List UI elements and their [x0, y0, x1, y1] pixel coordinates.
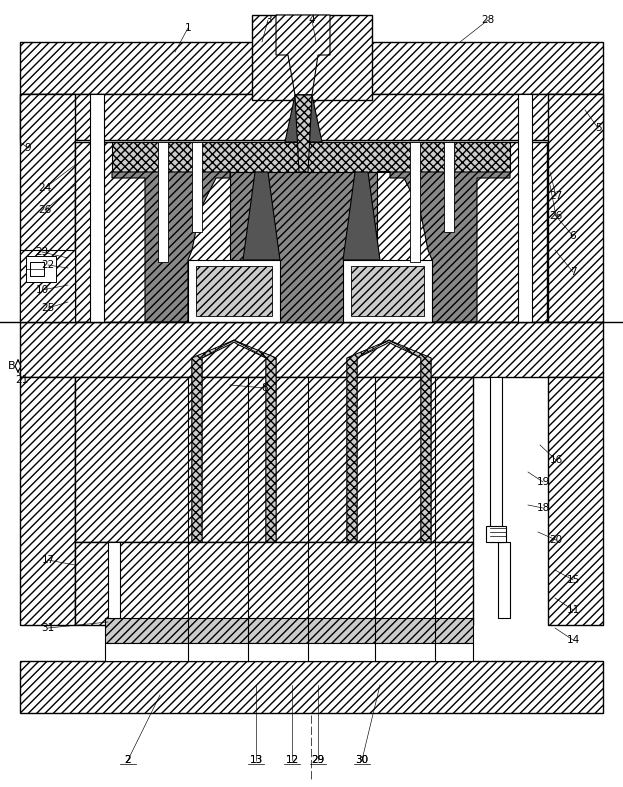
Text: 29: 29 [312, 755, 325, 765]
Text: 11: 11 [566, 605, 579, 615]
Text: 5: 5 [595, 123, 601, 133]
Bar [486, 526, 506, 542]
Text: 21: 21 [16, 375, 29, 385]
Bar [192, 142, 202, 232]
Bar [108, 542, 120, 618]
Text: 30: 30 [356, 755, 369, 765]
Polygon shape [343, 260, 432, 322]
Bar [105, 643, 473, 661]
Polygon shape [112, 172, 230, 322]
Text: 13: 13 [249, 755, 263, 765]
Polygon shape [243, 172, 280, 260]
Text: 22: 22 [41, 260, 55, 270]
Polygon shape [347, 340, 389, 542]
Polygon shape [295, 95, 312, 172]
Bar [444, 142, 454, 232]
Polygon shape [377, 172, 510, 322]
Polygon shape [389, 340, 431, 542]
Text: 7: 7 [569, 267, 576, 277]
Bar [20, 322, 603, 377]
Bar [26, 256, 56, 282]
Text: 30: 30 [356, 755, 369, 765]
Bar [548, 94, 603, 322]
Text: 12: 12 [285, 755, 298, 765]
Polygon shape [188, 260, 280, 322]
Text: B: B [8, 361, 16, 371]
Text: 6: 6 [569, 231, 576, 241]
Bar [90, 94, 104, 322]
Polygon shape [347, 340, 431, 542]
Text: 23: 23 [36, 247, 49, 257]
Text: 19: 19 [536, 477, 549, 487]
Text: 9: 9 [25, 143, 31, 153]
Bar [20, 42, 603, 94]
Text: 10: 10 [36, 285, 49, 295]
Bar [20, 94, 75, 322]
Text: 20: 20 [549, 535, 563, 545]
Text: 3: 3 [265, 15, 271, 25]
Bar [75, 542, 473, 625]
Text: 13: 13 [249, 755, 263, 765]
Text: 14: 14 [566, 635, 579, 645]
Text: 31: 31 [41, 623, 55, 633]
Text: 26: 26 [549, 211, 563, 221]
Polygon shape [285, 95, 322, 142]
Polygon shape [351, 266, 424, 316]
Polygon shape [112, 142, 510, 172]
Text: 26: 26 [39, 205, 52, 215]
Bar [518, 94, 532, 322]
Bar [20, 661, 603, 713]
Bar [30, 262, 44, 276]
Bar [410, 142, 420, 262]
Text: 27: 27 [549, 191, 563, 201]
Bar [75, 377, 473, 542]
Text: 8: 8 [262, 383, 269, 393]
Text: 28: 28 [482, 15, 495, 25]
Bar [548, 377, 603, 625]
Text: 24: 24 [39, 183, 52, 193]
Text: 15: 15 [566, 575, 579, 585]
Text: 18: 18 [536, 503, 549, 513]
Polygon shape [192, 340, 234, 542]
Text: 4: 4 [308, 15, 315, 25]
Text: 2: 2 [125, 755, 131, 765]
Bar [252, 15, 372, 100]
Bar [498, 542, 510, 618]
Bar [75, 142, 547, 322]
Polygon shape [192, 340, 276, 542]
Text: 29: 29 [312, 755, 325, 765]
Text: 2: 2 [125, 755, 131, 765]
Bar [20, 94, 603, 140]
Polygon shape [196, 266, 272, 316]
Bar [20, 250, 75, 322]
Text: 12: 12 [285, 755, 298, 765]
Bar [158, 142, 168, 262]
Polygon shape [343, 172, 380, 260]
Text: 1: 1 [184, 23, 191, 33]
Text: 17: 17 [41, 555, 55, 565]
Polygon shape [276, 15, 330, 95]
Polygon shape [234, 340, 276, 542]
Bar [490, 377, 502, 542]
Bar [105, 618, 473, 643]
Text: 16: 16 [549, 455, 563, 465]
Polygon shape [230, 172, 377, 322]
Text: 25: 25 [41, 303, 55, 313]
Bar [20, 377, 75, 625]
